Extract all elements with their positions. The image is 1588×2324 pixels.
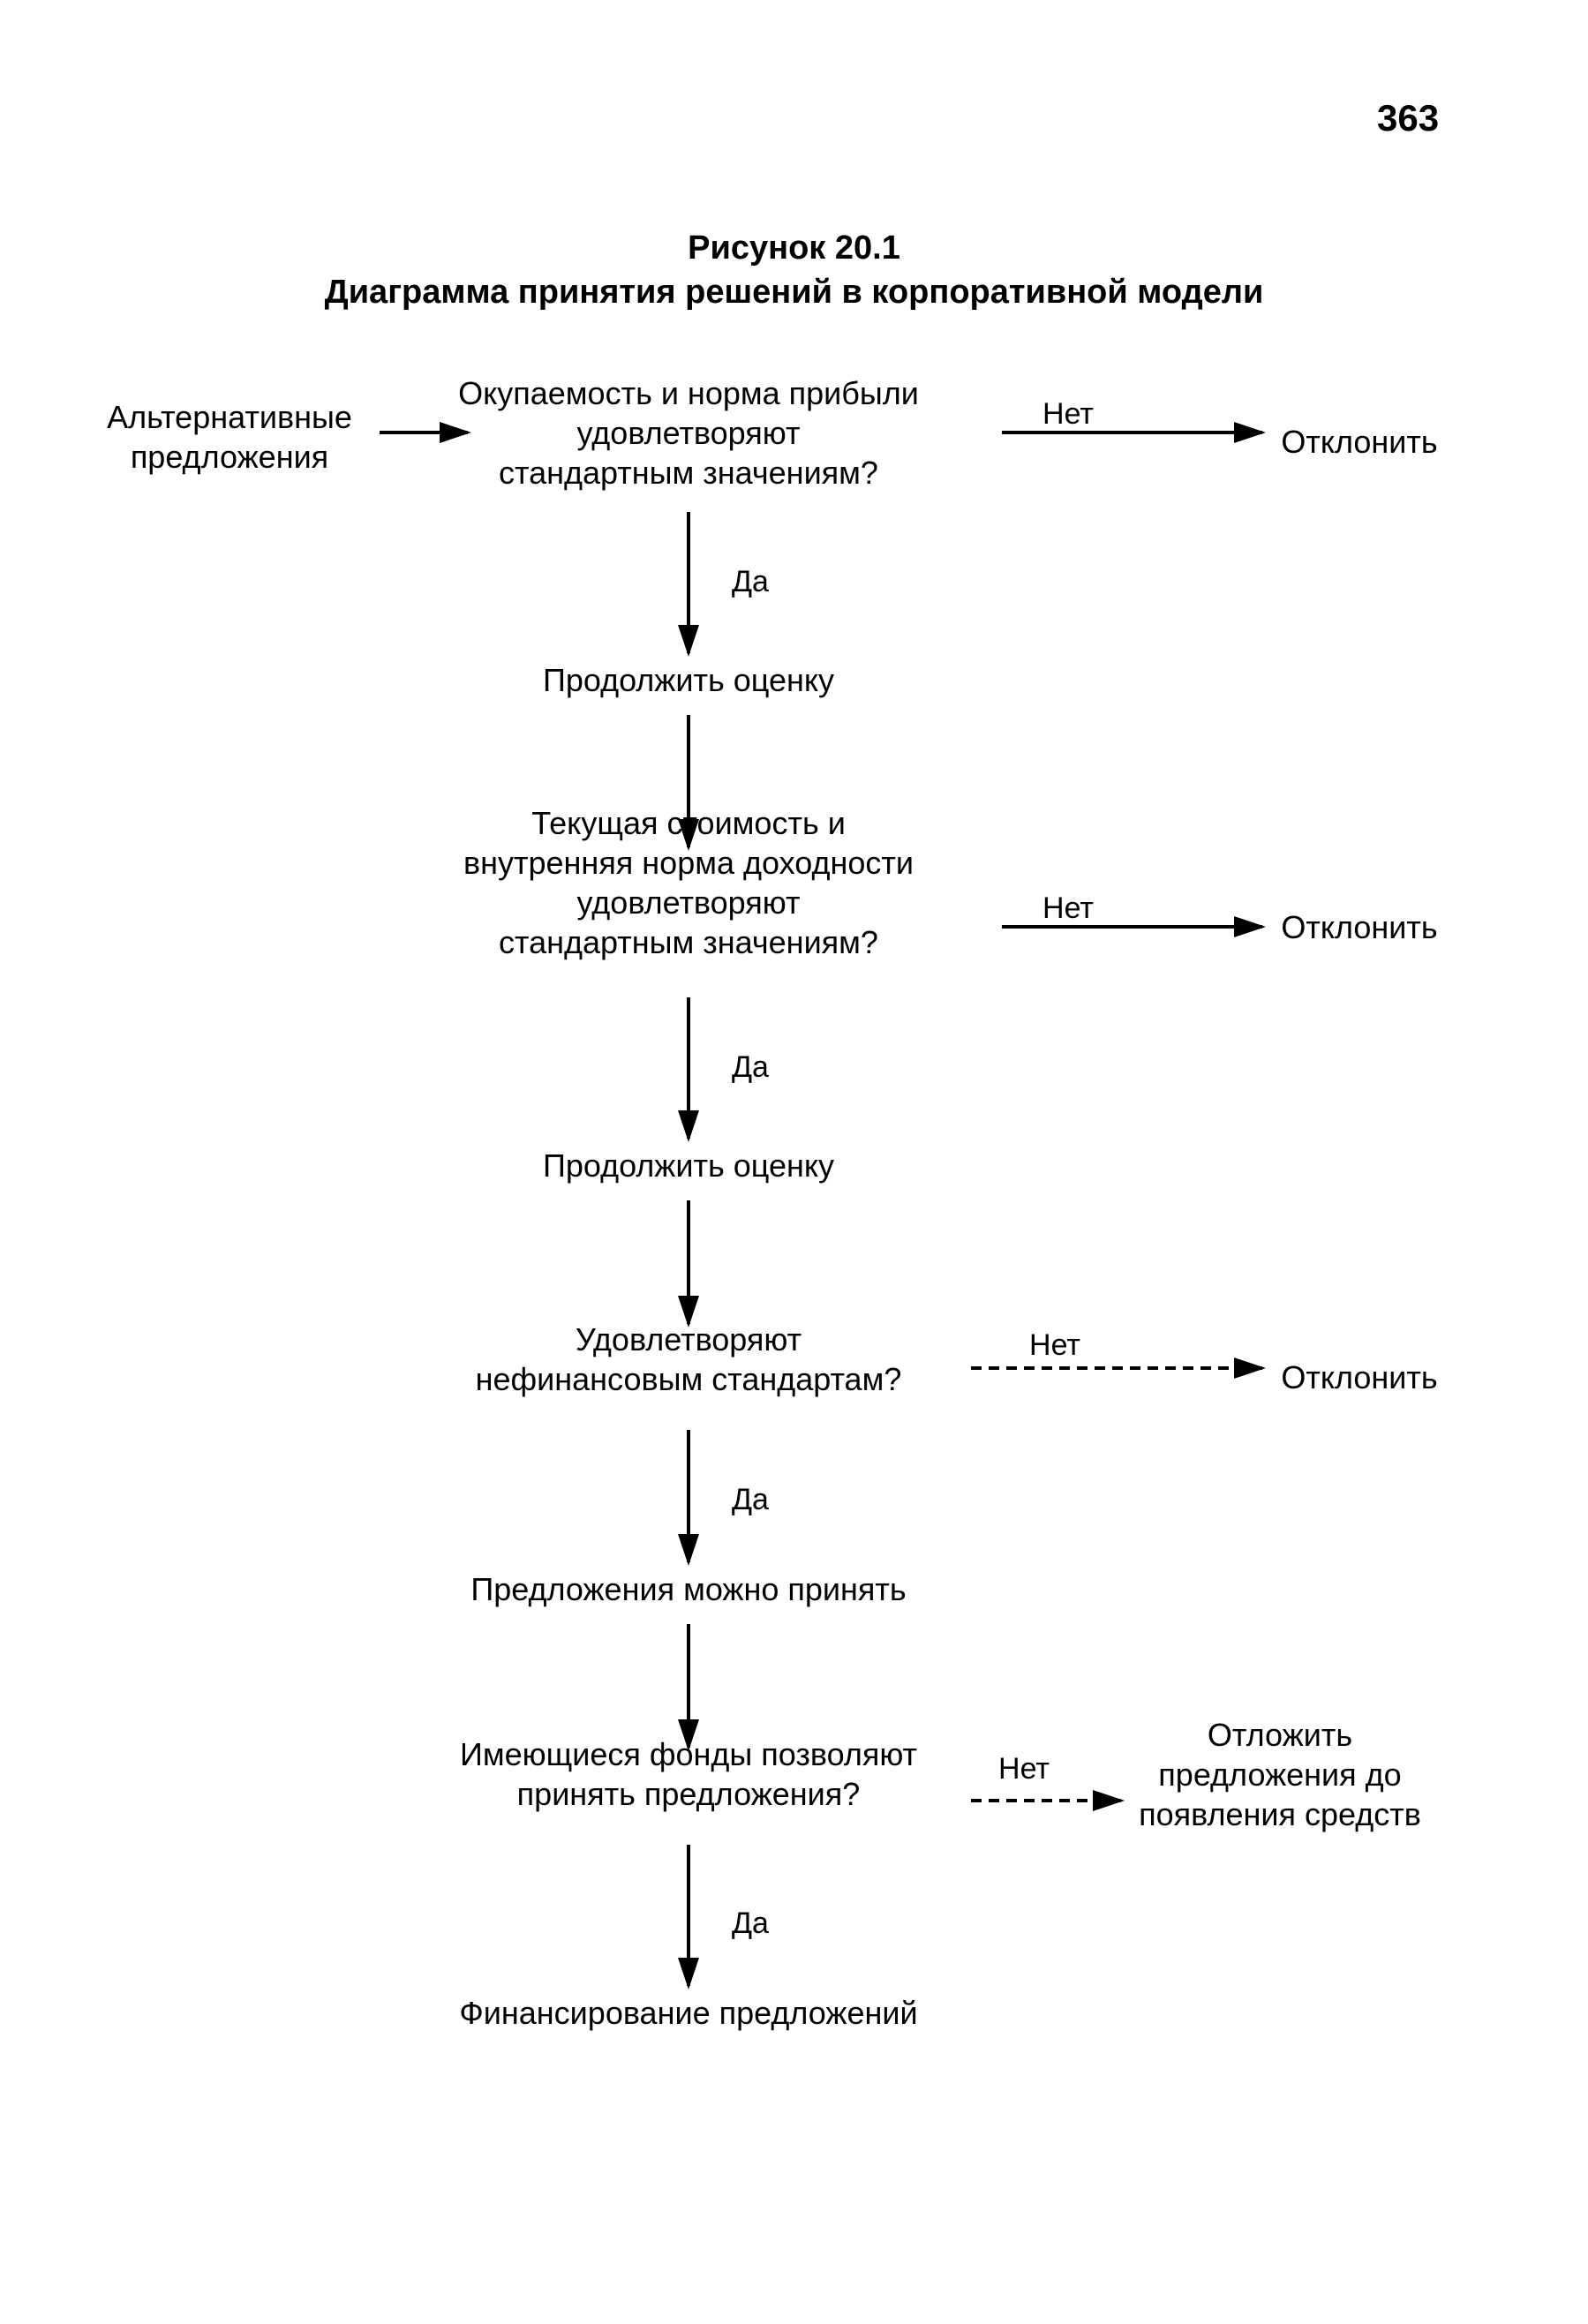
page-number: 363 <box>1377 97 1439 139</box>
edge-label-q1-rej1: Нет <box>1015 397 1121 432</box>
node-cont2: Продолжить оценку <box>512 1146 865 1185</box>
edge-label-q4-defer: Нет <box>971 1752 1077 1786</box>
node-rej1: Отклонить <box>1262 422 1456 462</box>
edge-label-q2-cont2: Да <box>697 1050 803 1085</box>
node-q3: Удовлетворяют нефинансовым стандартам? <box>459 1320 918 1399</box>
node-q4: Имеющиеся фонды позволяют принять предло… <box>441 1734 936 1814</box>
node-alt: Альтернативные предложения <box>71 397 388 477</box>
figure-number: Рисунок 20.1 <box>0 229 1588 267</box>
figure-title: Диаграмма принятия решений в корпоративн… <box>0 274 1588 312</box>
edge-label-q2-rej2: Нет <box>1015 891 1121 926</box>
page-root: 363 Рисунок 20.1 Диаграмма принятия реше… <box>0 0 1588 2324</box>
node-finance: Финансирование предложений <box>424 1993 953 2033</box>
node-q2: Текущая стоимость и внутренняя норма дох… <box>424 803 953 962</box>
edge-label-q3-accept: Да <box>697 1483 803 1517</box>
node-rej3: Отклонить <box>1262 1358 1456 1397</box>
node-rej2: Отклонить <box>1262 907 1456 947</box>
node-accept: Предложения можно принять <box>441 1569 936 1609</box>
edge-label-q1-cont1: Да <box>697 565 803 599</box>
node-defer: Отложить предложения до появления средст… <box>1121 1715 1439 1834</box>
edge-label-q3-rej3: Нет <box>1002 1328 1108 1363</box>
node-q1: Окупаемость и норма прибыли удовлетворяю… <box>441 373 936 493</box>
edge-label-q4-finance: Да <box>697 1907 803 1941</box>
node-cont1: Продолжить оценку <box>512 660 865 700</box>
